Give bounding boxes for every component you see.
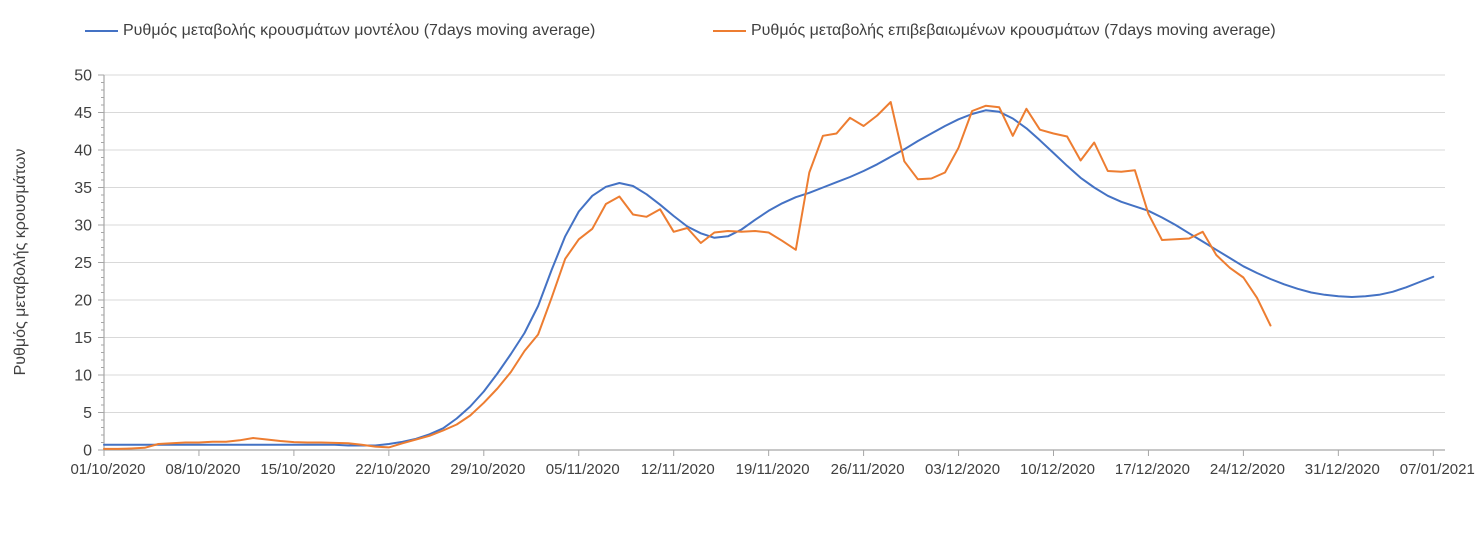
x-tick-label-3: 22/10/2020 (355, 461, 430, 478)
y-tick-label-35: 35 (74, 180, 92, 197)
x-tick-label-6: 12/11/2020 (641, 461, 715, 478)
x-tick-label-8: 26/11/2020 (831, 461, 905, 478)
x-tick-label-10: 10/12/2020 (1020, 461, 1095, 478)
x-tick-label-5: 05/11/2020 (546, 461, 620, 478)
x-tick-label-12: 24/12/2020 (1210, 461, 1285, 478)
x-tick-label-2: 15/10/2020 (260, 461, 335, 478)
y-tick-label-15: 15 (74, 330, 92, 347)
x-tick-label-1: 08/10/2020 (165, 461, 240, 478)
x-tick-label-7: 19/11/2020 (736, 461, 810, 478)
x-tick-label-9: 03/12/2020 (925, 461, 1000, 478)
y-tick-label-40: 40 (74, 143, 92, 160)
y-tick-label-25: 25 (74, 255, 92, 272)
x-tick-label-13: 31/12/2020 (1305, 461, 1380, 478)
x-tick-label-14: 07/01/2021 (1400, 461, 1475, 478)
y-tick-label-0: 0 (83, 443, 92, 460)
confirmed-series-line[interactable] (103, 101, 1272, 450)
x-tick-label-0: 01/10/2020 (70, 461, 145, 478)
y-tick-label-20: 20 (74, 293, 92, 310)
x-tick-label-4: 29/10/2020 (450, 461, 525, 478)
y-tick-label-5: 5 (83, 405, 92, 422)
x-tick-label-11: 17/12/2020 (1115, 461, 1190, 478)
model-series-line[interactable] (103, 109, 1435, 447)
y-tick-label-30: 30 (74, 218, 92, 235)
y-tick-label-45: 45 (74, 105, 92, 122)
y-tick-label-10: 10 (74, 368, 92, 385)
y-tick-label-50: 50 (74, 68, 92, 85)
